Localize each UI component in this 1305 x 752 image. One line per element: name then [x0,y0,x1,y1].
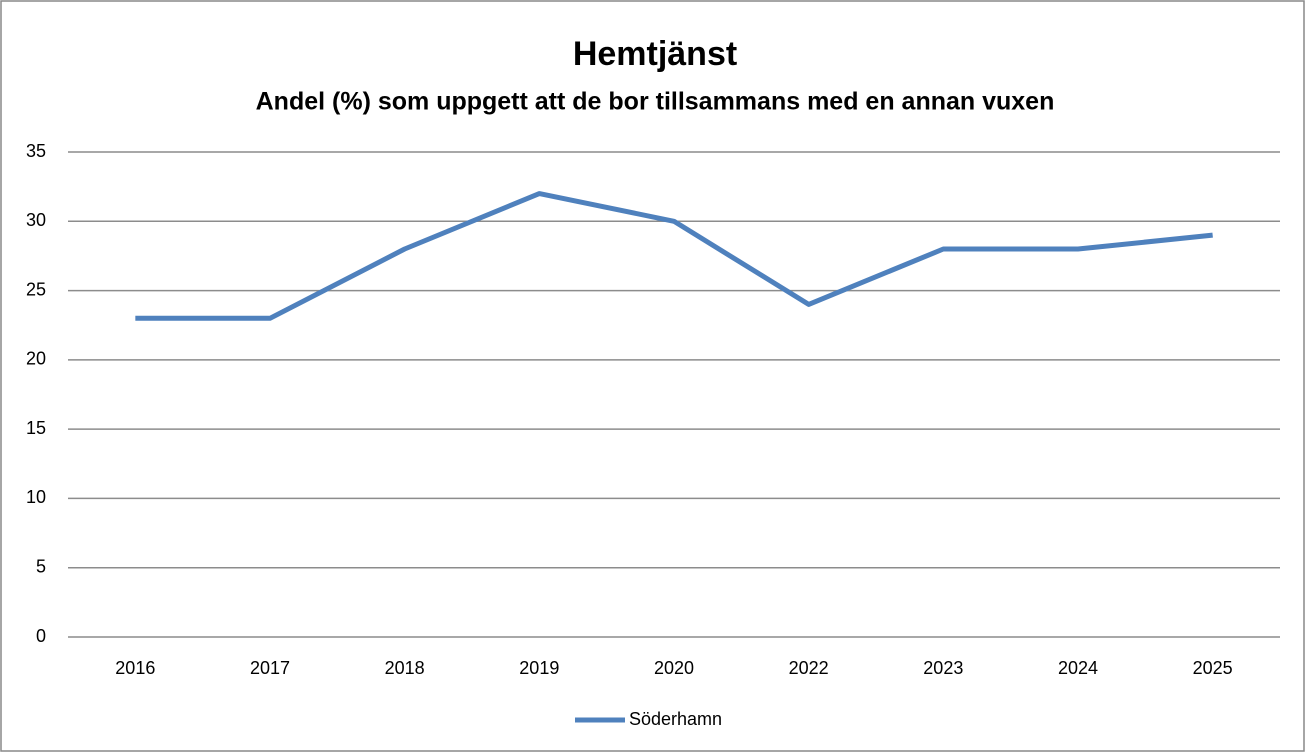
y-tick-label: 15 [26,418,46,438]
x-tick-label: 2020 [654,658,694,678]
legend-label: Söderhamn [629,709,722,729]
x-tick-label: 2016 [115,658,155,678]
y-tick-label: 20 [26,349,46,369]
data-line [135,191,1213,321]
x-tick-label: 2018 [385,658,425,678]
x-tick-label: 2017 [250,658,290,678]
x-tick-label: 2024 [1058,658,1098,678]
y-tick-label: 10 [26,487,46,507]
y-tick-label: 30 [26,210,46,230]
x-tick-label: 2022 [789,658,829,678]
x-tick-label: 2025 [1193,658,1233,678]
chart-title: Hemtjänst [573,35,737,73]
y-tick-label: 5 [36,556,46,576]
chart-subtitle: Andel (%) som uppgett att de bor tillsam… [256,88,1055,116]
x-tick-label: 2023 [923,658,963,678]
y-tick-label: 35 [26,141,46,161]
y-tick-label: 25 [26,279,46,299]
y-tick-label: 0 [36,626,46,646]
x-tick-label: 2019 [519,658,559,678]
